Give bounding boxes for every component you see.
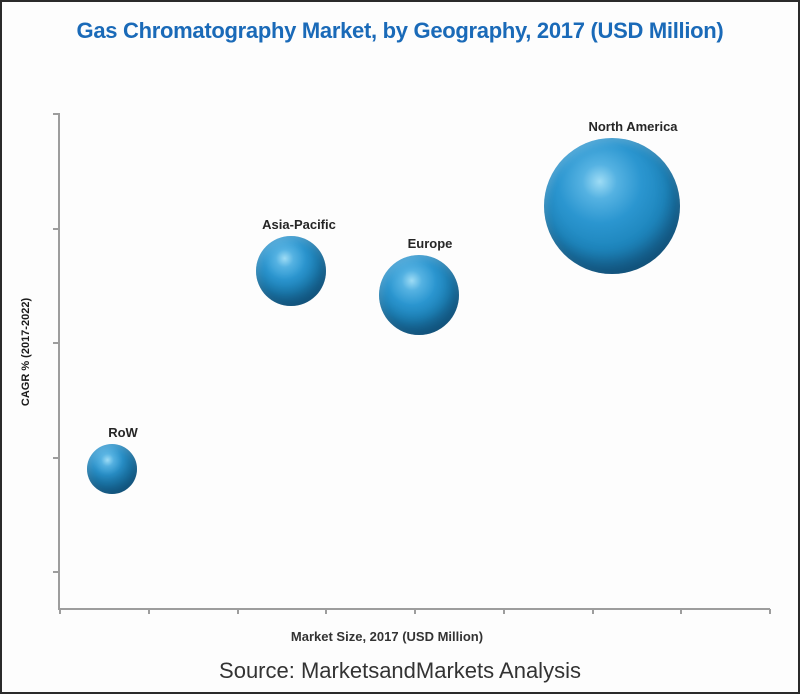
x-axis-tick <box>680 609 683 614</box>
y-axis-tick <box>53 456 58 459</box>
x-axis-tick <box>414 609 416 614</box>
y-axis-tick <box>53 342 58 344</box>
bubble-row <box>87 444 137 494</box>
bubble-label-europe: Europe <box>407 236 453 251</box>
x-axis-tick <box>502 609 505 614</box>
y-axis-tick <box>53 571 58 573</box>
bubble-label-row: RoW <box>108 425 138 440</box>
chart-title: Gas Chromatography Market, by Geography,… <box>76 18 724 43</box>
x-axis-tick <box>591 609 594 614</box>
x-axis-tick <box>325 609 328 614</box>
y-axis-tick <box>53 227 58 230</box>
bubble-label-asia-pacific: Asia-Pacific <box>262 217 336 232</box>
x-axis-label: Market Size, 2017 (USD Million) <box>290 629 484 644</box>
y-axis-label: CAGR % (2017-2022) <box>20 297 32 407</box>
x-axis-tick <box>236 609 239 614</box>
bubble-label-north-america: North America <box>588 119 678 134</box>
bubble-north-america <box>544 138 680 274</box>
bubble-europe <box>379 255 459 335</box>
x-axis-tick <box>769 609 771 614</box>
y-axis-tick <box>53 113 58 115</box>
x-axis-tick <box>59 609 61 614</box>
y-axis <box>58 113 60 609</box>
bubble-asia-pacific <box>256 236 326 306</box>
x-axis-tick <box>147 609 150 614</box>
source-text: Source: MarketsandMarkets Analysis <box>219 658 581 683</box>
